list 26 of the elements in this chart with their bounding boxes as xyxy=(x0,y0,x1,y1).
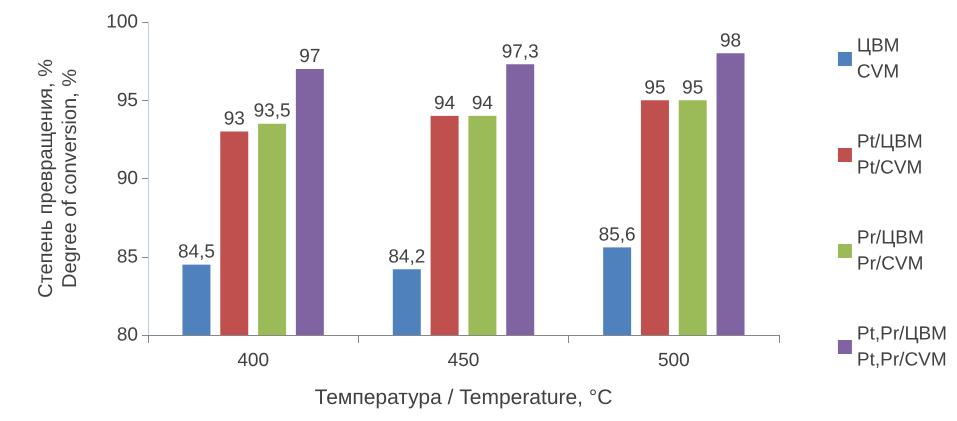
data-label: 84,5 xyxy=(178,242,215,263)
y-axis-title: Степень превращения, % Degree of conversion, % xyxy=(35,58,81,298)
data-label: 98 xyxy=(720,30,742,52)
data-label: 94 xyxy=(472,92,494,114)
data-label: 84,2 xyxy=(388,246,426,268)
data-label: 94 xyxy=(434,92,456,114)
data-label: 97,3 xyxy=(502,41,539,62)
x-tick-label: 500 xyxy=(658,350,690,371)
x-tick-label: 450 xyxy=(448,350,480,371)
legend-label: Pr/ЦВМ Pr/CVM xyxy=(856,228,924,274)
y-tick-label: 100 xyxy=(106,12,138,32)
data-label: 97 xyxy=(299,46,320,67)
y-tick-label: 85 xyxy=(116,246,138,268)
y-tick-label: 95 xyxy=(116,90,138,111)
data-label: 93,5 xyxy=(254,100,291,122)
legend-label: Pt,Pr/ЦВМ Pt,Pr/CVM xyxy=(856,324,948,370)
x-axis-title: Температура / Temperature, °C xyxy=(314,386,612,409)
y-tick-label: 80 xyxy=(116,324,138,346)
data-label: 93 xyxy=(224,108,245,130)
y-tick-label: 90 xyxy=(116,168,138,189)
legend-label: ЦВМ CVM xyxy=(856,36,900,82)
data-label: 95 xyxy=(682,77,704,98)
data-label: 85,6 xyxy=(598,224,636,246)
legend-label: Pt/ЦВМ Pt/CVM xyxy=(856,132,923,178)
x-tick-label: 400 xyxy=(237,350,270,371)
data-label: 95 xyxy=(644,77,666,98)
